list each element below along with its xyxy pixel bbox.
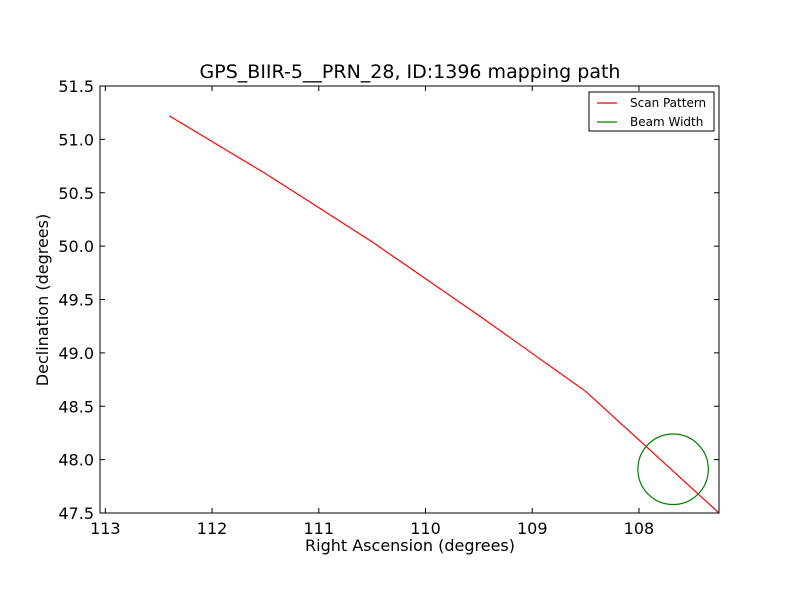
y-tick-label: 48.5 <box>58 397 94 416</box>
legend-label: Scan Pattern <box>630 96 706 110</box>
y-tick-label: 51.5 <box>58 77 94 96</box>
series-circle-beam-width <box>637 433 709 506</box>
legend-label: Beam Width <box>630 115 703 129</box>
x-tick-label: 112 <box>197 519 228 538</box>
x-tick-label: 111 <box>304 519 335 538</box>
y-tick-label: 49.0 <box>58 344 94 363</box>
x-tick-label: 108 <box>624 519 655 538</box>
y-tick-label: 50.0 <box>58 237 94 256</box>
x-axis-label: Right Ascension (degrees) <box>305 536 515 555</box>
y-axis-label: Declination (degrees) <box>33 214 52 386</box>
legend-box <box>588 91 715 132</box>
y-tick-label: 51.0 <box>58 130 94 149</box>
x-tick-label: 113 <box>90 519 121 538</box>
y-tick-label: 49.5 <box>58 291 94 310</box>
y-tick-label: 47.5 <box>58 504 94 523</box>
x-tick-label: 109 <box>517 519 548 538</box>
chart-title: GPS_BIIR-5__PRN_28, ID:1396 mapping path <box>200 61 621 83</box>
axis-ticks: 113 112 111 110 109 108 47.5 48.0 48.5 49.0 49.5 50… <box>58 77 719 538</box>
x-tick-label: 110 <box>410 519 441 538</box>
legend: Scan Pattern Beam Width <box>588 91 715 132</box>
y-tick-label: 48.0 <box>58 451 94 470</box>
y-tick-label: 50.5 <box>58 184 94 203</box>
series-line-scan-pattern <box>169 115 719 513</box>
